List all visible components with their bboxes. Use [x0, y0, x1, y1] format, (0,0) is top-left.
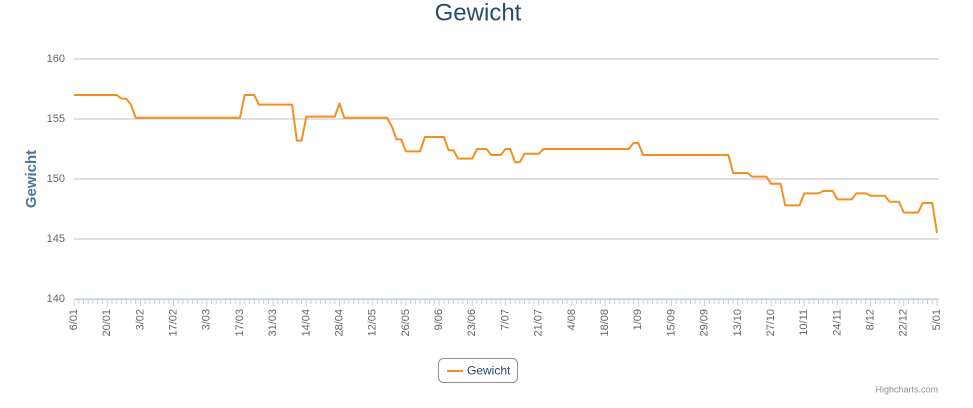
- x-tick-label: 17/02: [167, 309, 179, 337]
- x-tick-label: 5/01: [931, 309, 943, 330]
- x-tick-label: 18/08: [599, 309, 611, 337]
- x-tick-label: 1/09: [632, 309, 644, 330]
- x-tick-label: 4/08: [566, 309, 578, 330]
- y-tick-label: 160: [47, 53, 65, 65]
- y-tick-label: 150: [47, 173, 65, 185]
- y-tick-label: 145: [47, 233, 65, 245]
- chart-title: Gewicht: [435, 0, 522, 26]
- x-tick-label: 13/10: [732, 309, 744, 337]
- x-tick-label: 26/05: [400, 309, 412, 337]
- legend-label: Gewicht: [467, 364, 511, 378]
- x-tick-label: 15/09: [665, 309, 677, 337]
- x-tick-label: 17/03: [234, 309, 246, 337]
- x-tick-label: 31/03: [267, 309, 279, 337]
- x-tick-label: 6/01: [68, 309, 80, 330]
- x-tick-label: 28/04: [333, 309, 345, 337]
- x-tick-label: 8/12: [865, 309, 877, 330]
- x-tick-label: 23/06: [466, 309, 478, 337]
- y-tick-label: 155: [47, 113, 65, 125]
- line-series: [74, 94, 938, 234]
- x-tick-label: 27/10: [765, 309, 777, 337]
- x-tick-label: 20/01: [101, 309, 113, 337]
- x-tick-label: 9/06: [433, 309, 445, 330]
- x-tick-label: 24/11: [831, 309, 843, 336]
- credits: Highcharts.com: [875, 384, 938, 394]
- x-tick-label: 22/12: [898, 309, 910, 337]
- y-tick-label: 140: [47, 293, 65, 305]
- x-tick-label: 12/05: [367, 309, 379, 337]
- legend-box: [438, 358, 518, 383]
- x-tick-label: 29/09: [699, 309, 711, 337]
- x-tick-label: 21/07: [533, 309, 545, 337]
- x-tick-label: 14/04: [300, 309, 312, 337]
- x-tick-label: 7/07: [499, 309, 511, 330]
- x-tick-label: 3/03: [201, 309, 213, 330]
- y-axis-title: Gewicht: [23, 150, 40, 208]
- x-tick-label: 3/02: [134, 309, 146, 330]
- x-tick-label: 10/11: [798, 309, 810, 336]
